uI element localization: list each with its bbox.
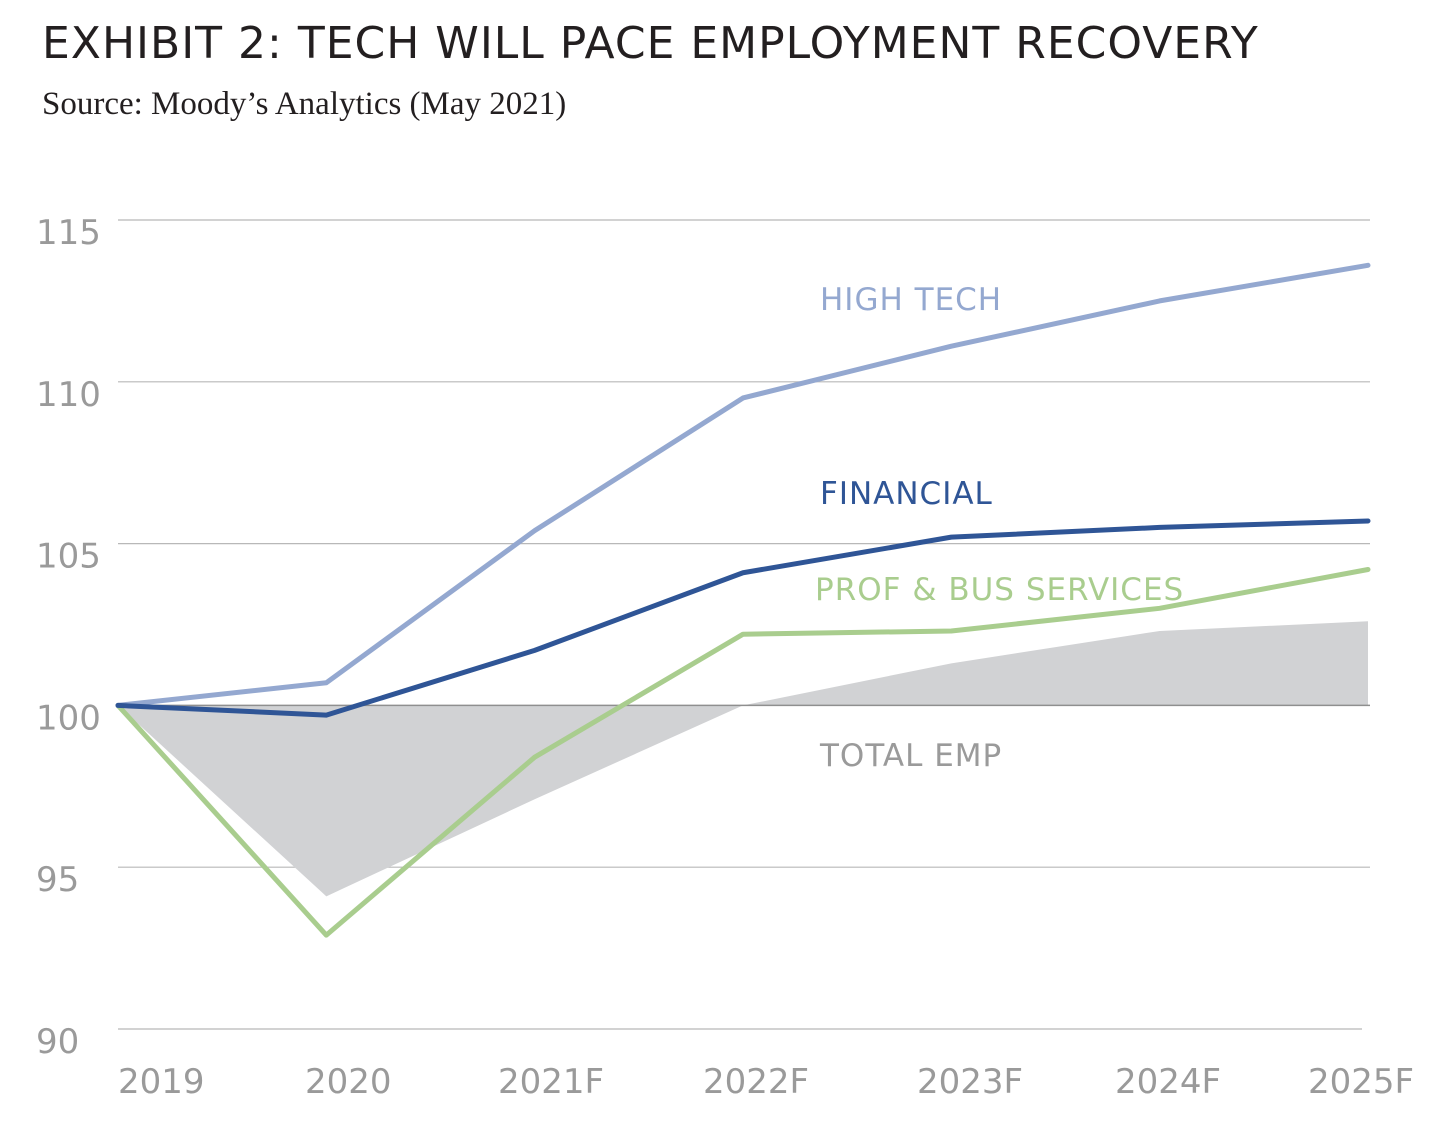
x-tick-label: 2025F: [1308, 1062, 1414, 1102]
y-tick-label: 95: [36, 860, 79, 900]
area-layer: [118, 621, 1368, 897]
y-tick-label: 115: [36, 213, 101, 253]
y-tick-label: 100: [36, 698, 101, 738]
x-tick-label: 2023F: [917, 1062, 1023, 1102]
x-tick-label: 2019: [118, 1062, 205, 1102]
series-labels: HIGH TECH FINANCIAL PROF & BUS SERVICES TOT…: [815, 282, 1184, 774]
series-line-high-tech: [115, 262, 1371, 708]
y-tick-label: 90: [36, 1022, 79, 1062]
x-axis: 2019 2020 2021F 2022F 2023F 2024F 2025F: [118, 1062, 1414, 1102]
series-line-prof-bus-services: [115, 566, 1371, 938]
series-label-high-tech: HIGH TECH: [820, 282, 1002, 318]
y-tick-label: 105: [36, 537, 101, 577]
y-tick-label: 110: [36, 375, 101, 415]
area-total-emp: [118, 621, 1368, 897]
chart-title: EXHIBIT 2: TECH WILL PACE EMPLOYMENT REC…: [42, 18, 1259, 69]
chart-subtitle: Source: Moody’s Analytics (May 2021): [42, 86, 567, 122]
x-tick-label: 2020: [305, 1062, 392, 1102]
x-tick-label: 2022F: [703, 1062, 809, 1102]
series-label-financial: FINANCIAL: [820, 476, 993, 512]
lines-layer: [115, 262, 1371, 938]
x-tick-label: 2021F: [498, 1062, 604, 1102]
series-line-financial: [115, 518, 1371, 718]
series-label-total-emp: TOTAL EMP: [819, 738, 1002, 774]
series-label-prof-bus-services: PROF & BUS SERVICES: [815, 572, 1184, 608]
gridlines: [118, 219, 1370, 1030]
x-tick-label: 2024F: [1115, 1062, 1221, 1102]
y-axis: 90 95 100 105 110 115: [36, 213, 101, 1062]
